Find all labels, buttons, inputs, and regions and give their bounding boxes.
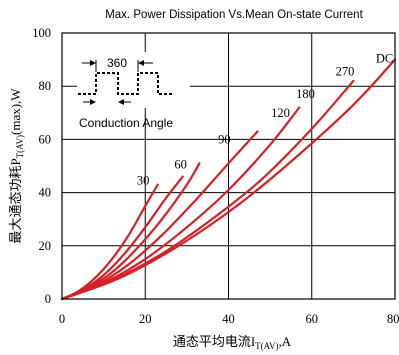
conduction-arrow-right-icon <box>90 99 96 105</box>
y-tick-label: 80 <box>39 79 52 93</box>
arrow-right-icon <box>90 60 96 66</box>
x-tick-label: 60 <box>306 312 319 326</box>
conduction-angle-inset: 360 Conduction Angle <box>77 52 190 130</box>
curve-label-120: 120 <box>271 106 290 120</box>
x-tick-label: 20 <box>139 312 152 326</box>
y-tick-labels: 0 20 40 60 80 100 <box>32 26 51 306</box>
conduction-arrow-left-icon <box>118 99 124 105</box>
plot-frame <box>61 32 396 300</box>
curve-label-30: 30 <box>137 174 150 188</box>
conduction-angle-caption: Conduction Angle <box>79 116 173 130</box>
angle-label: 360 <box>107 56 127 70</box>
x-tick-label: 40 <box>222 312 235 326</box>
waveform-icon <box>78 72 174 95</box>
curve-label-270: 270 <box>336 65 355 79</box>
x-axis-label: 通态平均电流IT(AV),A <box>173 334 292 351</box>
curve-label-180: 180 <box>296 87 315 101</box>
curve-dc <box>60 58 397 301</box>
y-axis-label: 最大通态功耗PT(AV)(max),W <box>8 88 25 244</box>
curve-180 <box>60 106 301 301</box>
curve-label-90: 90 <box>218 132 231 146</box>
curve-label-60: 60 <box>174 158 187 172</box>
curve-60 <box>60 175 184 301</box>
y-tick-label: 40 <box>39 186 52 200</box>
curves <box>60 58 397 301</box>
y-tick-label: 0 <box>45 292 51 306</box>
x-tick-label: 0 <box>59 312 65 326</box>
arrow-left-icon <box>138 60 144 66</box>
x-tick-labels: 0 20 40 60 80 <box>59 312 399 326</box>
y-tick-label: 60 <box>39 132 52 146</box>
x-tick-label: 80 <box>387 312 399 326</box>
curve-labels: 30 60 90 120 180 270 DC <box>137 51 393 187</box>
y-tick-label: 20 <box>39 239 52 253</box>
inset-background <box>77 52 190 108</box>
y-tick-label: 100 <box>32 26 51 40</box>
curve-label-dc: DC <box>376 51 393 65</box>
chart-title: Max. Power Dissipation Vs.Mean On-state … <box>105 9 363 21</box>
